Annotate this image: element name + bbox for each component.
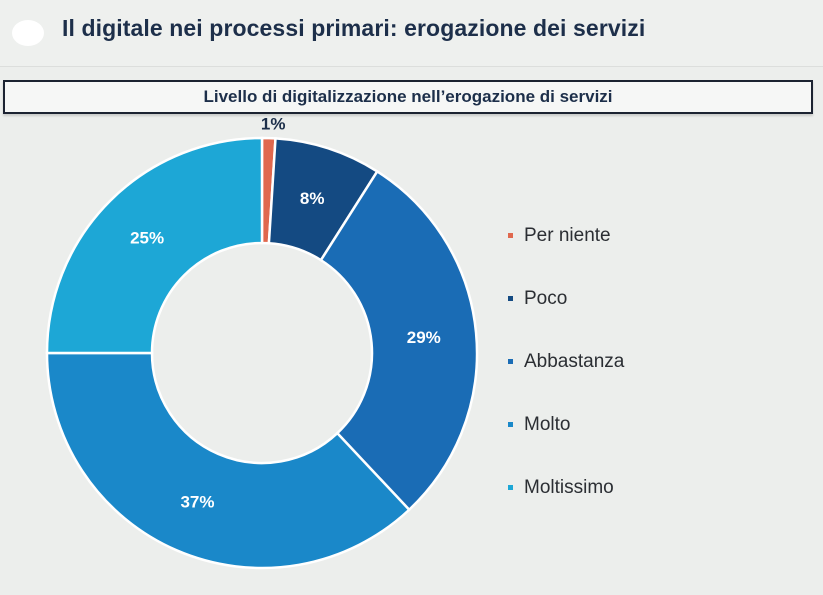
logo [12, 20, 44, 46]
legend-label: Molto [524, 413, 571, 435]
chart-legend: Per niente Poco Abbastanza Molto Moltissimo [508, 204, 624, 519]
legend-item-poco: Poco [508, 267, 624, 330]
legend-marker [508, 359, 513, 364]
legend-marker [508, 485, 513, 490]
page-title: Il digitale nei processi primari: erogaz… [62, 15, 646, 41]
slice-label-molto: 37% [180, 493, 214, 512]
legend-label: Per niente [524, 224, 611, 246]
legend-label: Poco [524, 287, 568, 309]
legend-label: Abbastanza [524, 350, 625, 372]
legend-marker [508, 296, 513, 301]
slice-label-poco: 8% [300, 189, 325, 208]
legend-item-molto: Molto [508, 393, 624, 456]
slice-label-moltissimo: 25% [130, 229, 164, 248]
legend-item-moltissimo: Moltissimo [508, 456, 624, 519]
legend-item-abbastanza: Abbastanza [508, 330, 624, 393]
legend-marker [508, 233, 513, 238]
slice-label-per-niente: 1% [261, 115, 286, 134]
legend-label: Moltissimo [524, 476, 614, 498]
legend-marker [508, 422, 513, 427]
chart-title: Livello di digitalizzazione nell’erogazi… [203, 87, 613, 106]
chart-title-box: Livello di digitalizzazione nell’erogazi… [3, 80, 813, 114]
slice-moltissimo [45, 136, 264, 355]
slice-label-abbastanza: 29% [407, 328, 441, 347]
slice-molto [45, 351, 411, 570]
slice-abbastanza [319, 169, 479, 512]
header-bar: Il digitale nei processi primari: erogaz… [0, 0, 823, 67]
legend-item-per-niente: Per niente [508, 204, 624, 267]
